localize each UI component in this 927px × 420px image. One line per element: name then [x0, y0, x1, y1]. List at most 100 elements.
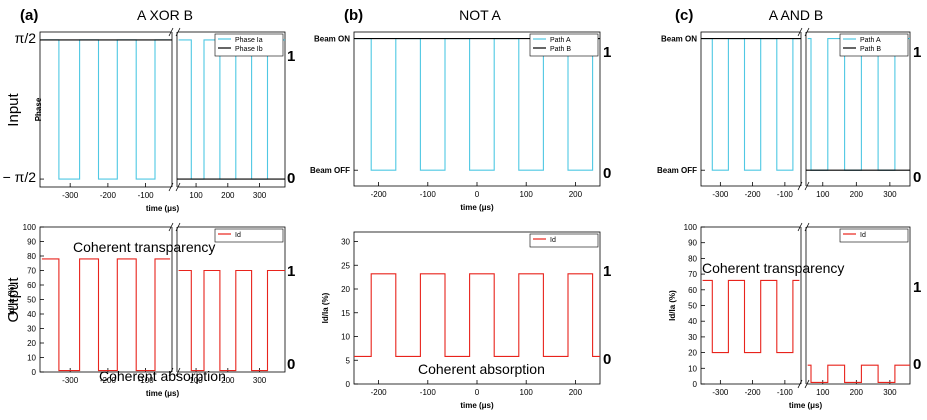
y-tick-label: 30 [341, 238, 350, 247]
x-tick-label: -300 [712, 190, 729, 199]
axis-break-mark [168, 367, 174, 377]
axis-break-mark [175, 27, 181, 37]
x-tick-label: 0 [475, 190, 480, 199]
axis-gap [800, 31, 807, 187]
logic-level-label: 0 [287, 170, 295, 187]
chart-panel-3: -300 -200 -100 100 200 300 Beam ON Beam OFF A AN… [657, 7, 921, 199]
x-tick-label: -200 [100, 376, 117, 385]
y-tick-label: − π/2 [3, 169, 37, 185]
chart-panel-6: -300 -200 -100 100 200 3000102030405060708090… [668, 222, 921, 410]
row-label-input: Input [5, 92, 22, 126]
legend-label: Phase Ib [235, 46, 263, 53]
logic-level-label: 0 [603, 165, 611, 182]
plot-frame [700, 31, 802, 187]
y-tick-label: 0 [32, 368, 37, 377]
series-line-path-b [701, 38, 910, 171]
panel-label: (a) [20, 7, 38, 24]
legend-box [214, 228, 284, 243]
x-tick-label: 300 [883, 190, 897, 199]
axis-break-mark [175, 222, 181, 232]
y-tick-label: 80 [27, 252, 36, 261]
series-line-phase-ib [40, 39, 285, 180]
y-axis-label: Phase [34, 97, 43, 121]
y-tick-label: 10 [27, 354, 36, 363]
x-tick-label: 300 [253, 376, 267, 385]
legend-box [214, 33, 284, 57]
x-tick-label: -300 [62, 191, 79, 200]
x-axis-label: time (μs) [146, 204, 180, 213]
y-tick-label: 30 [27, 325, 36, 334]
axis-break-mark [797, 181, 803, 191]
y-tick-label: 70 [688, 270, 697, 279]
x-tick-label: -300 [62, 376, 79, 385]
legend-label: Path A [860, 37, 881, 44]
legend-box [839, 33, 909, 57]
y-tick-label: Beam ON [314, 35, 350, 44]
x-tick-label: -200 [745, 190, 762, 199]
y-tick-label: 0 [693, 380, 698, 389]
legend-label: Path B [550, 46, 571, 53]
x-tick-label: -300 [712, 388, 729, 397]
logic-level-label: 1 [913, 279, 921, 296]
axis-break-mark [168, 222, 174, 232]
axis-gap [800, 226, 807, 385]
x-tick-label: -100 [420, 190, 437, 199]
axis-break-mark [804, 27, 810, 37]
x-tick-label: 200 [221, 191, 235, 200]
y-tick-label: 50 [688, 302, 697, 311]
legend-label: Id [235, 232, 241, 239]
y-tick-label: 20 [688, 349, 697, 358]
legend-box [529, 33, 599, 57]
y-tick-label: 80 [688, 254, 697, 263]
x-axis-label: time (μs) [460, 203, 494, 212]
x-tick-label: -200 [371, 388, 388, 397]
series-line-path-a [354, 38, 600, 171]
y-tick-label: 25 [341, 261, 350, 270]
logic-level-label: 1 [287, 48, 295, 65]
axis-break-mark [175, 182, 181, 192]
x-tick-label: 0 [475, 388, 480, 397]
series-line-id [41, 258, 285, 372]
y-tick-label: π/2 [15, 30, 37, 46]
x-tick-label: 100 [520, 190, 534, 199]
y-tick-label: 20 [341, 285, 350, 294]
panel-label: (b) [344, 7, 363, 24]
x-tick-label: 300 [253, 191, 267, 200]
x-tick-label: -100 [138, 191, 155, 200]
y-tick-label: 50 [27, 296, 36, 305]
legend-label: Id [860, 232, 866, 239]
logic-level-label: 0 [913, 169, 921, 186]
x-tick-label: 200 [569, 388, 583, 397]
y-tick-label: Beam OFF [310, 166, 350, 175]
x-tick-label: 100 [816, 388, 830, 397]
y-tick-label: 20 [27, 339, 36, 348]
y-tick-label: 15 [341, 309, 350, 318]
axis-break-mark [797, 379, 803, 389]
y-tick-label: 40 [27, 310, 36, 319]
y-tick-label: 0 [346, 380, 351, 389]
plot-frame [805, 226, 911, 385]
logic-level-label: 0 [603, 351, 611, 368]
y-tick-label: 5 [346, 356, 351, 365]
x-tick-label: -200 [371, 190, 388, 199]
x-tick-label: 200 [850, 388, 864, 397]
logic-level-label: 0 [287, 356, 295, 373]
x-tick-label: 100 [189, 191, 203, 200]
y-axis-label: Id/Ia (%) [668, 290, 677, 321]
annotation: Coherent transparency [702, 260, 844, 276]
x-tick-label: -200 [100, 191, 117, 200]
legend-label: Phase Ia [235, 37, 263, 44]
chart-title: A XOR B [137, 7, 193, 23]
axis-break-mark [168, 27, 174, 37]
y-tick-label: 100 [23, 223, 37, 232]
x-axis-label: time (μs) [460, 401, 494, 410]
panel-label: (c) [675, 7, 693, 24]
row-label-output: Output [5, 277, 22, 323]
x-tick-label: -100 [138, 376, 155, 385]
x-tick-label: 300 [883, 388, 897, 397]
chart-panel-2: -200 -100 0 100 200 Beam ON Beam OFF time (μs) N… [310, 7, 611, 212]
legend-label: Path A [550, 37, 571, 44]
x-axis-label: time (μs) [789, 401, 823, 410]
